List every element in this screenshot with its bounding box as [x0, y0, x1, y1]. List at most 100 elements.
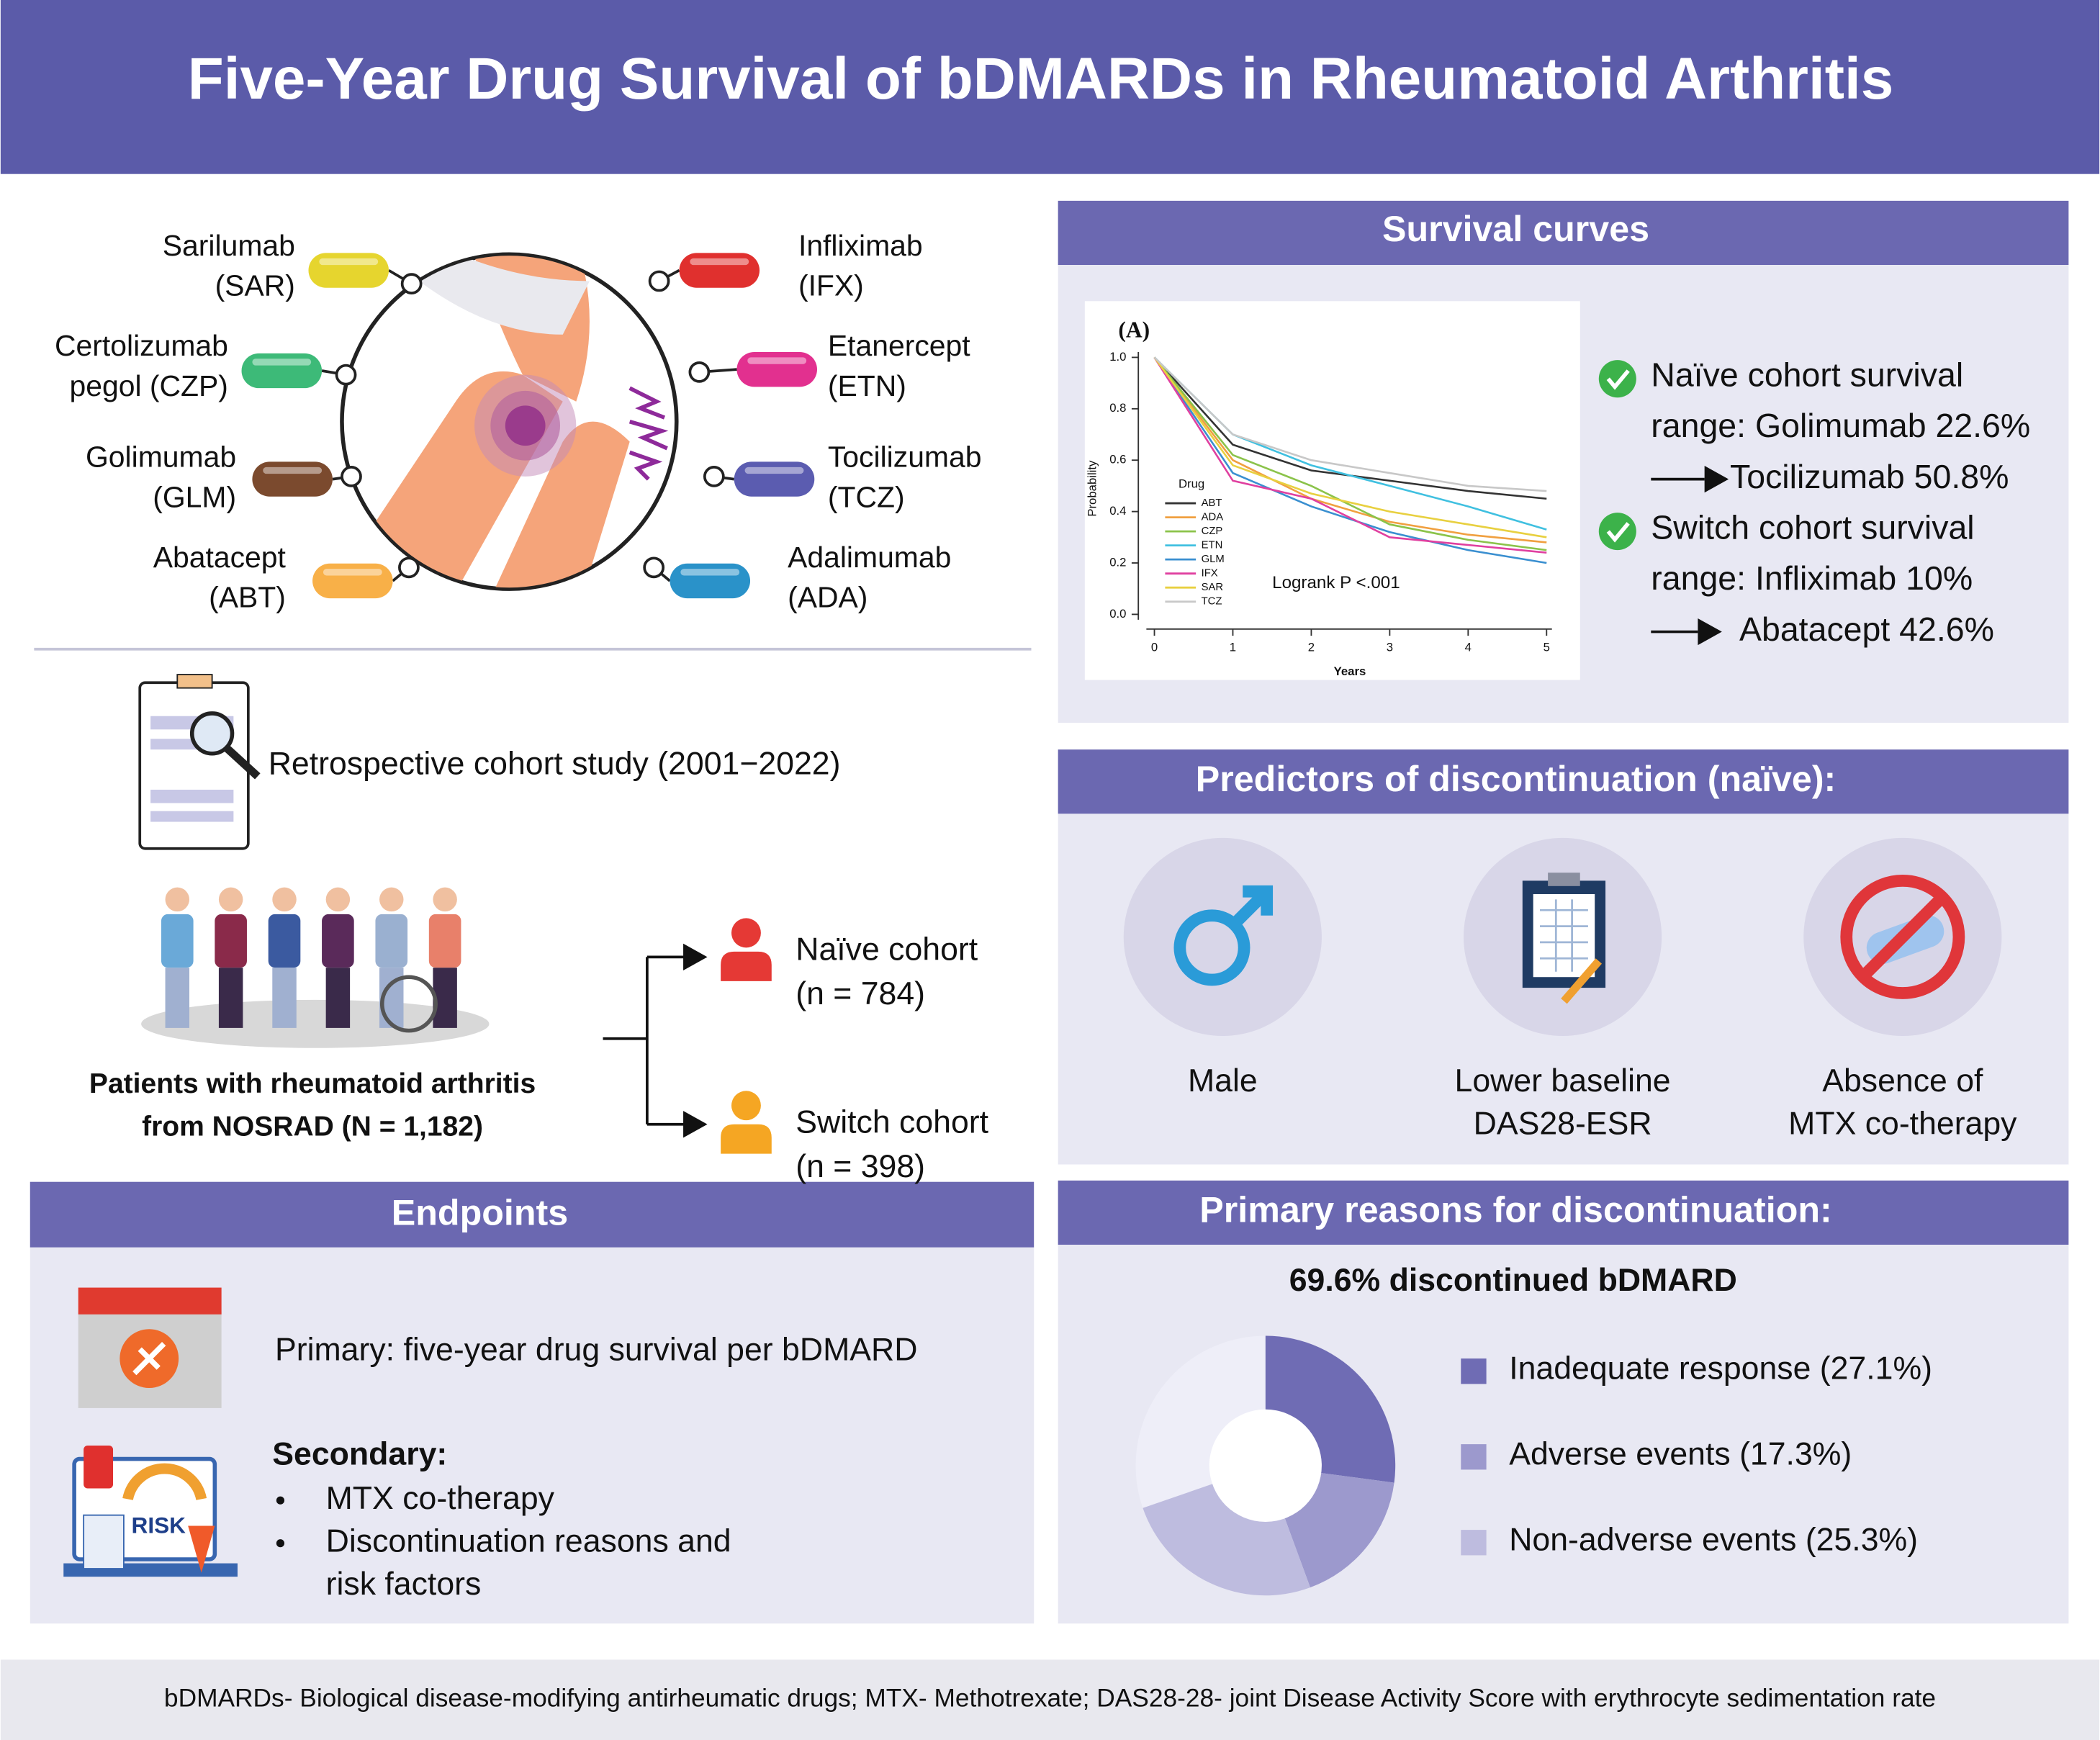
legend-label: TCZ [1202, 596, 1222, 608]
legend-label: ABT [1202, 497, 1222, 509]
panel-title: Endpoints [392, 1192, 568, 1232]
check-mark [1606, 522, 1630, 543]
clip [176, 674, 213, 689]
drug-pill [241, 353, 323, 389]
annotation: Logrank P <.001 [1272, 573, 1400, 592]
cohort-label: (n = 398) [796, 1149, 925, 1184]
y-tick-label: 1.0 [1109, 350, 1126, 364]
chart-frame [1084, 301, 1580, 680]
pain-bolt [628, 450, 663, 481]
cohort-tree [603, 955, 686, 1126]
bullet-dot [276, 1539, 285, 1548]
pain-bolt [628, 386, 666, 420]
y-axis-label: Probability [1085, 460, 1099, 517]
footer-band [0, 1659, 2100, 1740]
secondary-title: Secondary: [272, 1437, 447, 1472]
check-badge [1598, 360, 1636, 398]
pill-shine [252, 359, 312, 366]
patients-line: from NOSRAD (N = 1,182) [142, 1112, 483, 1142]
survival-curve [1153, 356, 1547, 551]
drug-label: Abatacept [153, 541, 287, 574]
person-body [322, 914, 354, 968]
drug-pill [308, 253, 389, 288]
cohort-label: Switch cohort [796, 1105, 988, 1140]
person-head [379, 887, 404, 912]
drug-label: Golimumab [86, 441, 236, 474]
clip [1548, 873, 1580, 886]
finding-line: range: Infliximab 10% [1651, 559, 1973, 597]
wheel [379, 975, 438, 1033]
sheet [1533, 893, 1595, 978]
footer-text: bDMARDs- Biological disease-modifying an… [164, 1685, 1936, 1713]
finding-line: Switch cohort survival [1651, 509, 1974, 546]
person-legs [325, 968, 351, 1028]
connector-dot [341, 466, 362, 487]
legend-label: Inadequate response (27.1%) [1509, 1351, 1932, 1387]
record-line [150, 811, 234, 822]
pill-shine [690, 258, 749, 266]
magnifier [189, 711, 235, 756]
form-icon [1522, 873, 1606, 1004]
panel-title: Survival curves [1382, 209, 1649, 249]
y-tick-label: 0.0 [1109, 607, 1126, 621]
person-icon-body [721, 1124, 772, 1154]
male-icon [1173, 885, 1274, 986]
connector-dot [688, 361, 711, 383]
primary-endpoint: Primary: five-year drug survival per bDM… [275, 1333, 917, 1368]
person-legs [272, 968, 297, 1028]
no-sign [1840, 875, 1965, 999]
legend-title: Drug [1179, 477, 1204, 490]
calendar-top [78, 1287, 222, 1315]
connector-dot [703, 466, 725, 487]
clipboard [138, 681, 250, 850]
drug-pill [734, 461, 815, 497]
drug-label: Infliximab [798, 229, 923, 262]
drug-label: (TCZ) [828, 480, 905, 513]
legend-label: CZP [1202, 526, 1223, 537]
cone [188, 1525, 215, 1573]
reasons-subtitle: 69.6% discontinued bDMARD [1289, 1263, 1737, 1298]
drug-label: Tocilizumab [828, 441, 982, 474]
x-axis-label: Years [1334, 664, 1366, 678]
record-line [150, 789, 234, 803]
legend-swatch [1461, 1530, 1487, 1556]
y-tick-label: 0.2 [1109, 555, 1126, 569]
drug-label: Certolizumab [55, 329, 228, 362]
risk-icon: RISK [63, 1445, 238, 1577]
drug-pill [736, 351, 817, 387]
survival-curve [1153, 356, 1547, 544]
drug-pill [679, 253, 760, 288]
header-band [0, 0, 2100, 174]
person-head [433, 887, 457, 912]
person-head [165, 887, 190, 912]
connector-dot [643, 556, 665, 579]
drug-label: (ABT) [209, 581, 286, 614]
pill-shine [680, 569, 740, 576]
x-tick-label: 2 [1308, 640, 1315, 654]
arrow-head [683, 1111, 708, 1138]
drug-pill [312, 563, 393, 599]
pain-bolt [628, 419, 669, 451]
patients-line: Patients with rheumatoid arthritis [89, 1068, 536, 1099]
no-sign-bar [1858, 892, 1947, 982]
panel-label: (A) [1118, 317, 1150, 342]
drug-label: Sarilumab [163, 229, 295, 262]
survival-curve [1153, 356, 1547, 554]
panel-header [1058, 749, 2069, 814]
x-tick-label: 5 [1544, 640, 1550, 654]
x-tick-label: 0 [1151, 640, 1158, 654]
form-grid [1539, 899, 1588, 972]
person-legs [218, 968, 243, 1028]
person-icon-head [731, 918, 761, 948]
predictor-label: Male [1188, 1063, 1258, 1099]
panel-header [1058, 1180, 2069, 1245]
arrow-head [683, 943, 708, 970]
knee-illustration [340, 252, 679, 591]
finding-line: range: Golimumab 22.6% [1651, 407, 2030, 444]
person-body [428, 914, 461, 968]
bullet-text: MTX co-therapy [326, 1481, 555, 1516]
panel-header [30, 1181, 1035, 1248]
person-body [268, 914, 301, 968]
bullet-text: risk factors [326, 1567, 482, 1602]
